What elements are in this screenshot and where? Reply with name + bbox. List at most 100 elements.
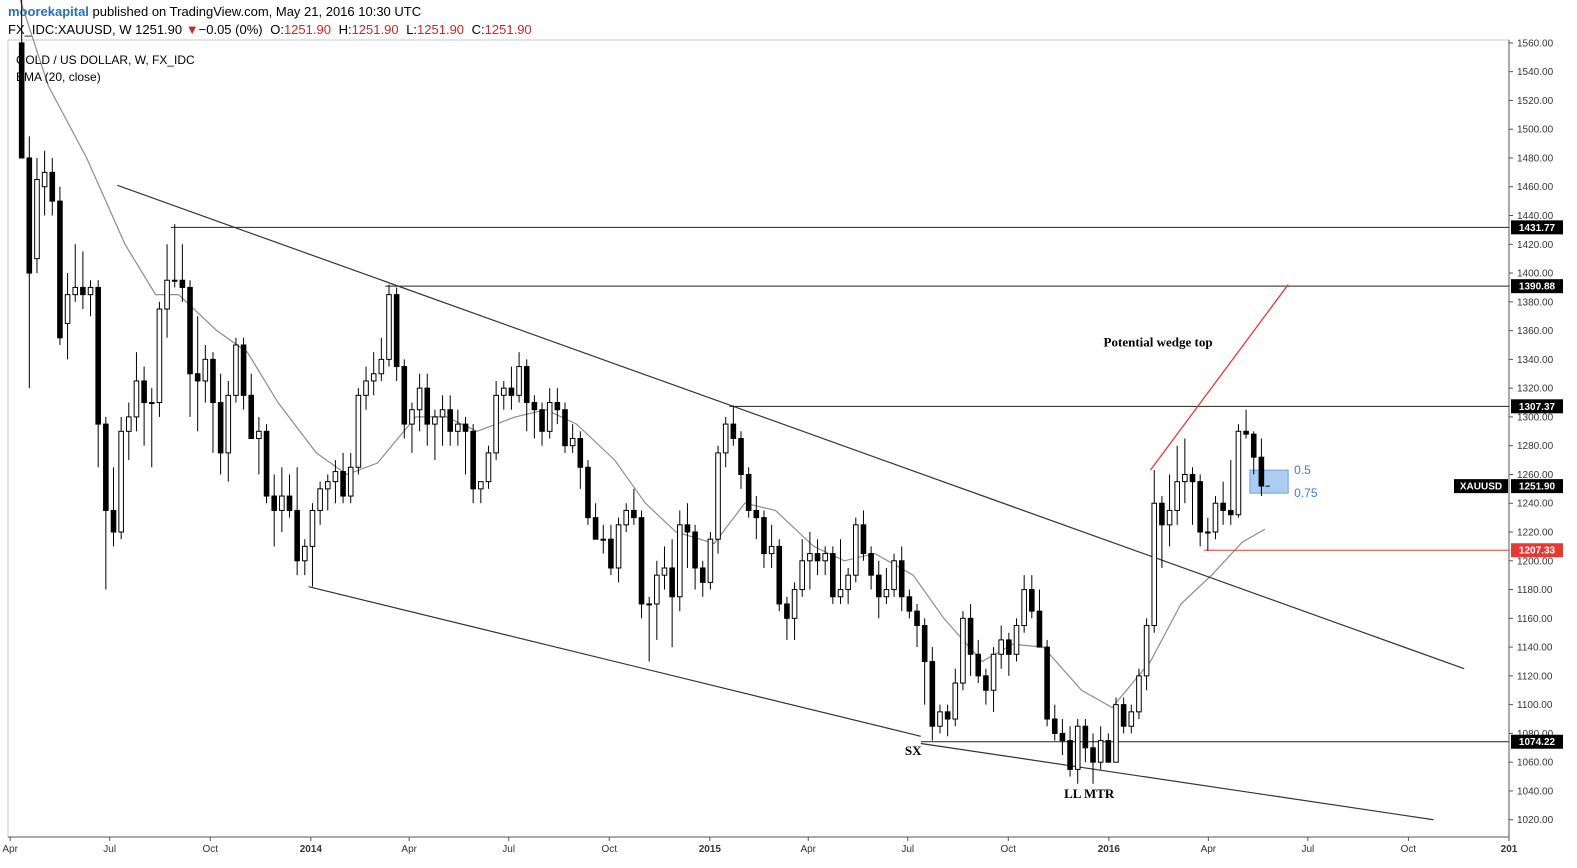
candle	[355, 394, 362, 468]
candle	[875, 574, 882, 598]
close-value: 1251.90	[484, 22, 532, 37]
author-link[interactable]: moorekapital	[8, 4, 89, 19]
y-tick-label: 1540.00	[1517, 67, 1554, 78]
candle	[646, 603, 652, 606]
candle	[585, 466, 591, 519]
candle	[332, 471, 339, 483]
candle	[1174, 481, 1181, 511]
down-triangle-icon: ▼	[185, 22, 199, 37]
price-tag-label: 1251.90	[1519, 482, 1556, 493]
candle	[684, 524, 691, 533]
y-tick-label: 1300.00	[1517, 412, 1554, 423]
y-tick-label: 1340.00	[1517, 355, 1554, 366]
candle	[462, 423, 469, 432]
candle	[455, 423, 461, 432]
candle	[654, 574, 660, 605]
candle	[393, 294, 400, 368]
candle	[309, 509, 316, 547]
candle	[822, 553, 828, 562]
candle	[41, 171, 48, 188]
candle	[87, 286, 94, 296]
candle	[1205, 531, 1211, 534]
candle	[1067, 740, 1073, 770]
candle	[470, 430, 476, 490]
x-tick-label: Apr	[1201, 844, 1217, 855]
candle	[1097, 740, 1104, 763]
candle	[608, 538, 614, 569]
x-tick-label: Jul	[1301, 844, 1314, 855]
candle	[409, 409, 415, 425]
candle	[592, 517, 599, 540]
candle	[784, 603, 790, 619]
candle	[1189, 473, 1196, 483]
lower-trendline	[308, 586, 921, 737]
candle	[1212, 502, 1219, 533]
candle	[738, 438, 744, 475]
price-tag	[1511, 543, 1563, 558]
ema-legend[interactable]: EMA (20, close)	[16, 70, 101, 84]
candle	[171, 279, 178, 282]
candle	[485, 452, 492, 483]
candle	[944, 711, 951, 720]
candle	[1136, 675, 1142, 713]
fib-zone	[1249, 469, 1289, 494]
low-value: 1251.90	[417, 22, 465, 37]
candle	[256, 430, 262, 439]
candle	[1159, 502, 1165, 526]
symbol-tag	[1454, 479, 1508, 494]
y-tick-label: 1060.00	[1517, 758, 1554, 769]
open-label: O:	[270, 22, 284, 37]
candle	[623, 509, 630, 526]
candle	[217, 402, 224, 454]
candle	[1074, 725, 1081, 770]
symbol-interval: FX_IDC:XAUUSD, W	[8, 22, 132, 37]
candle	[286, 495, 293, 511]
price-tag-label: 1431.77	[1519, 223, 1556, 234]
price-tag-label: 1390.88	[1519, 282, 1556, 293]
candle	[95, 286, 101, 425]
candle	[439, 409, 446, 418]
candle	[508, 387, 515, 396]
price-tag-label: 1074.22	[1519, 737, 1556, 748]
candle	[386, 294, 392, 360]
candle	[692, 531, 698, 569]
candle	[799, 560, 806, 591]
candle	[133, 380, 140, 418]
y-tick-label: 1140.00	[1517, 643, 1553, 654]
y-tick-label: 1240.00	[1517, 499, 1554, 510]
price-tag	[1511, 279, 1563, 294]
candle	[807, 553, 813, 562]
candle	[998, 639, 1004, 655]
y-tick-label: 1360.00	[1517, 326, 1554, 337]
y-tick-label: 1260.00	[1517, 470, 1554, 481]
fib-075-label: 0.75	[1294, 486, 1318, 500]
fib-05-label: 0.5	[1294, 463, 1311, 477]
candle	[676, 524, 683, 598]
candle	[447, 409, 454, 432]
candle	[960, 617, 966, 684]
y-tick-label: 1040.00	[1517, 786, 1554, 797]
candle	[317, 488, 323, 511]
candle	[194, 373, 201, 382]
candle	[110, 509, 117, 533]
x-tick-label: 2016	[1098, 844, 1121, 855]
wedge-top-line	[1149, 284, 1289, 471]
candle	[401, 366, 408, 425]
candle	[1044, 646, 1050, 720]
candle	[80, 286, 86, 296]
candle	[148, 402, 155, 405]
candle	[1090, 747, 1096, 763]
price-tag-label: 1307.37	[1519, 402, 1556, 413]
x-tick-label: 2015	[699, 844, 722, 855]
candle	[631, 509, 637, 519]
high-label: H:	[338, 22, 352, 37]
candle	[57, 200, 63, 339]
candle	[378, 358, 385, 375]
candle	[990, 653, 997, 691]
y-tick-label: 1120.00	[1517, 671, 1553, 682]
candle	[814, 553, 821, 562]
candle	[523, 366, 530, 404]
wedge-bottom-line	[920, 742, 1434, 821]
candle	[156, 308, 163, 404]
